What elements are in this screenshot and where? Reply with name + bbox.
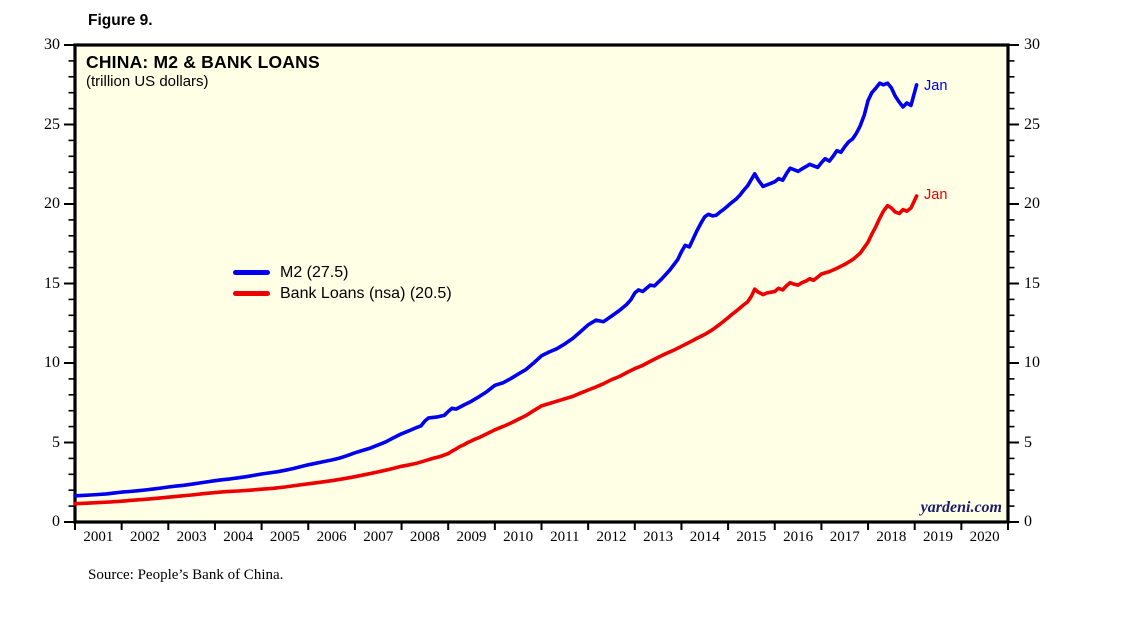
source-note: Source: People’s Bank of China. xyxy=(88,567,284,583)
x-axis-label: 2018 xyxy=(876,529,907,545)
figure-label: Figure 9. xyxy=(88,12,153,29)
y-axis-label-right: 0 xyxy=(1024,513,1032,530)
y-axis-label-left: 15 xyxy=(44,274,60,292)
y-axis-label-left: 10 xyxy=(44,354,60,371)
x-axis-label: 2003 xyxy=(176,529,207,545)
y-axis-label-left: 0 xyxy=(52,513,60,530)
x-axis-label: 2008 xyxy=(409,529,440,545)
x-axis-label: 2019 xyxy=(923,529,954,545)
annotation-jan-m2: Jan xyxy=(924,78,948,95)
y-axis-label-right: 30 xyxy=(1024,36,1040,53)
x-axis-label: 2015 xyxy=(736,529,767,545)
x-axis-label: 2016 xyxy=(783,529,814,545)
y-axis-label-right: 25 xyxy=(1024,115,1040,133)
x-axis-label: 2014 xyxy=(689,529,720,545)
legend-item-bank-loans: Bank Loans (nsa) (20.5) xyxy=(233,283,452,304)
x-axis-label: 2001 xyxy=(83,529,114,545)
legend-label-bank-loans: Bank Loans (nsa) (20.5) xyxy=(280,284,452,302)
annotation-jan-bank-loans: Jan xyxy=(924,187,948,204)
x-axis-label: 2013 xyxy=(643,529,674,545)
x-axis-label: 2007 xyxy=(363,529,394,545)
x-axis-label: 2020 xyxy=(969,529,1000,545)
x-axis-label: 2017 xyxy=(829,529,860,545)
y-axis-label-left: 25 xyxy=(44,115,60,133)
y-axis-label-left: 20 xyxy=(44,195,60,212)
x-axis-label: 2011 xyxy=(550,529,580,545)
x-axis-label: 2004 xyxy=(223,529,254,545)
x-axis-label: 2002 xyxy=(129,529,160,545)
y-axis-label-right: 20 xyxy=(1024,195,1040,212)
x-axis-label: 2010 xyxy=(503,529,534,545)
legend-item-m2: M2 (27.5) xyxy=(233,262,452,283)
legend: M2 (27.5) Bank Loans (nsa) (20.5) xyxy=(233,262,452,304)
y-axis-label-right: 5 xyxy=(1024,433,1032,451)
watermark: yardeni.com xyxy=(920,499,1002,516)
x-axis-label: 2012 xyxy=(596,529,627,545)
x-axis-label: 2006 xyxy=(316,529,347,545)
y-axis-label-right: 15 xyxy=(1024,274,1040,292)
y-axis-label-left: 30 xyxy=(44,36,60,53)
legend-label-m2: M2 (27.5) xyxy=(280,263,349,281)
y-axis-label-left: 5 xyxy=(52,433,60,451)
m2-line-swatch xyxy=(233,270,270,275)
bank-loans-line-swatch xyxy=(233,291,270,296)
chart-title: CHINA: M2 & BANK LOANS xyxy=(86,52,320,72)
x-axis-label: 2005 xyxy=(269,529,300,545)
x-axis-label: 2009 xyxy=(456,529,487,545)
chart-subtitle: (trillion US dollars) xyxy=(86,73,209,90)
y-axis-label-right: 10 xyxy=(1024,354,1040,371)
